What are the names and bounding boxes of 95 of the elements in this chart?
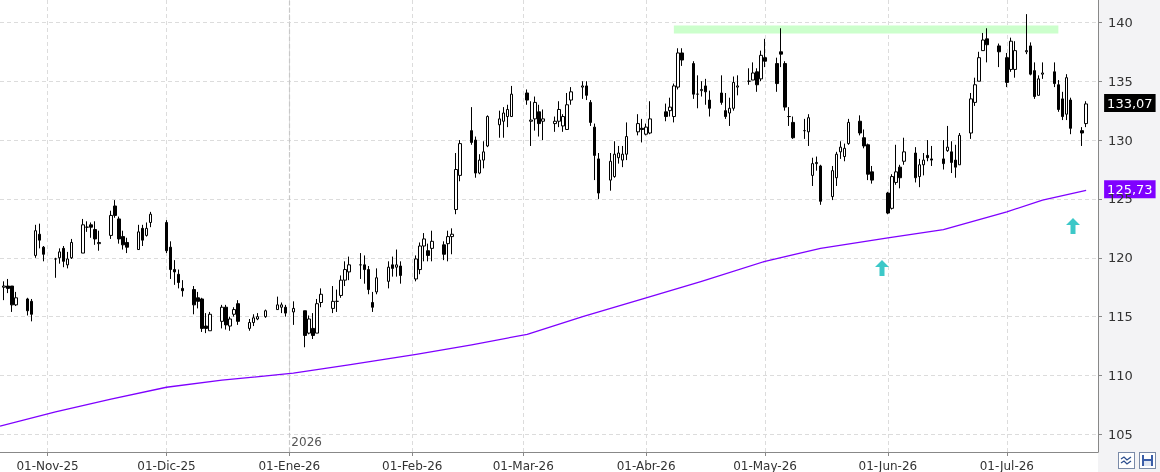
- candlestick: [585, 80, 588, 101]
- y-tick-label: 140: [1108, 14, 1133, 30]
- candlestick: [192, 285, 196, 315]
- ref-line-label: 2026: [291, 435, 322, 449]
- candlestick: [292, 300, 295, 326]
- candlestick: [985, 27, 989, 63]
- candlestick: [498, 110, 501, 139]
- candlestick: [1041, 61, 1044, 80]
- candlestick: [930, 145, 933, 167]
- candlestick: [252, 313, 255, 327]
- y-tick-label: 120: [1108, 250, 1133, 266]
- x-tick-label: 01-May-26: [733, 459, 797, 472]
- candlestick: [847, 118, 850, 146]
- candlestick: [284, 304, 287, 318]
- candlestick: [335, 289, 339, 313]
- candlestick: [62, 245, 65, 268]
- candlestick: [141, 224, 144, 247]
- x-tick-label: 01-Mar-26: [492, 459, 554, 472]
- x-tick-label: 01-Dic-25: [137, 459, 196, 472]
- candlestick: [264, 309, 267, 319]
- candlestick: [926, 139, 929, 162]
- y-tick-label: 130: [1108, 132, 1133, 148]
- candlestick: [839, 140, 842, 160]
- candlestick: [149, 211, 152, 228]
- x-tick-label: 01-Feb-26: [382, 459, 443, 472]
- candlestick: [807, 113, 810, 147]
- candlestick: [70, 238, 73, 260]
- y-tick-label: 105: [1108, 426, 1133, 442]
- candlestick: [819, 164, 822, 206]
- line-series: [0, 189, 1087, 427]
- y-tick-label: 135: [1108, 73, 1133, 89]
- candlestick: [946, 125, 949, 153]
- candlestick: [371, 291, 374, 313]
- candlestick: [81, 218, 85, 254]
- candlestick: [58, 247, 61, 265]
- x-tick-label: 01-Jun-26: [858, 459, 918, 472]
- candlestick: [208, 311, 212, 332]
- candlestick: [811, 157, 814, 187]
- candlestick: [359, 252, 362, 280]
- candlestick: [950, 140, 953, 174]
- candlestick: [220, 304, 224, 329]
- y-tick-label: 110: [1108, 367, 1133, 383]
- candlestick: [54, 257, 57, 279]
- candlestick: [387, 260, 390, 289]
- candlestick: [692, 60, 695, 100]
- candlestick: [529, 100, 533, 147]
- x-tick-label: 01-Jul-26: [979, 459, 1035, 472]
- candlestick: [30, 298, 33, 322]
- candlestick: [1084, 100, 1088, 128]
- candlestick: [177, 269, 180, 289]
- candlestick: [720, 74, 723, 106]
- candlestick: [1053, 61, 1056, 88]
- candlestick: [589, 99, 592, 127]
- candlestick: [248, 318, 251, 332]
- candlestick: [708, 90, 711, 118]
- candlestick: [446, 230, 450, 262]
- candlestick: [843, 143, 846, 162]
- candlestick: [597, 152, 600, 200]
- candlestick: [747, 67, 751, 86]
- candlestick: [942, 139, 945, 170]
- candlestick: [42, 245, 45, 262]
- x-tick-label: 01-Ene-26: [258, 459, 321, 472]
- candlestick: [331, 285, 335, 314]
- candlestick: [1013, 40, 1017, 79]
- candlestick: [181, 279, 184, 298]
- candlestick: [303, 310, 307, 348]
- candlestick: [34, 224, 37, 259]
- candlestick: [137, 224, 140, 251]
- candlestick: [914, 146, 917, 183]
- candlestick: [640, 118, 644, 143]
- candlestick: [593, 123, 596, 181]
- candlestick: [977, 51, 981, 82]
- y-tick-label: 115: [1108, 309, 1133, 325]
- candlestick: [502, 106, 505, 139]
- x-tick-label: 01-Abr-26: [616, 459, 676, 472]
- candlestick: [581, 80, 584, 100]
- candlestick: [2, 280, 6, 301]
- candlestick: [704, 78, 707, 106]
- candlestick: [541, 108, 545, 141]
- candlestick: [276, 296, 279, 311]
- candlestick: [1080, 126, 1084, 147]
- candlestick: [224, 304, 228, 331]
- candlestick: [696, 74, 699, 109]
- candlestick: [997, 43, 1001, 68]
- candlestick: [648, 100, 652, 135]
- candlestick: [375, 267, 378, 295]
- candlestick: [557, 100, 561, 128]
- candlestick: [236, 299, 240, 326]
- x-tick-label: 01-Nov-25: [16, 459, 79, 472]
- candlestick: [902, 137, 906, 166]
- candlestick: [791, 116, 795, 140]
- candlestick: [486, 114, 489, 148]
- candlestick: [525, 88, 529, 106]
- annotation: 133,07: [1107, 95, 1153, 111]
- candlestick: [430, 230, 434, 262]
